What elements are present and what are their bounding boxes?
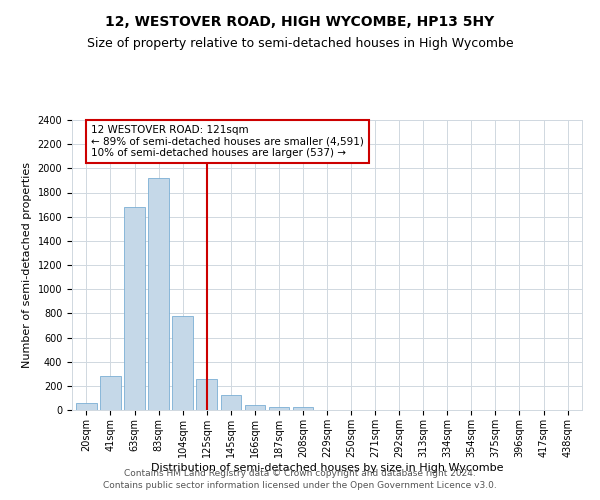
- Bar: [269, 406, 289, 410]
- Y-axis label: Number of semi-detached properties: Number of semi-detached properties: [22, 162, 32, 368]
- X-axis label: Distribution of semi-detached houses by size in High Wycombe: Distribution of semi-detached houses by …: [151, 462, 503, 472]
- Bar: [100, 376, 121, 410]
- Bar: [221, 395, 241, 410]
- Text: Size of property relative to semi-detached houses in High Wycombe: Size of property relative to semi-detach…: [86, 38, 514, 51]
- Text: 12, WESTOVER ROAD, HIGH WYCOMBE, HP13 5HY: 12, WESTOVER ROAD, HIGH WYCOMBE, HP13 5H…: [106, 15, 494, 29]
- Text: Contains HM Land Registry data © Crown copyright and database right 2024.
Contai: Contains HM Land Registry data © Crown c…: [103, 468, 497, 490]
- Bar: [124, 207, 145, 410]
- Bar: [148, 178, 169, 410]
- Text: 12 WESTOVER ROAD: 121sqm
← 89% of semi-detached houses are smaller (4,591)
10% o: 12 WESTOVER ROAD: 121sqm ← 89% of semi-d…: [91, 125, 364, 158]
- Bar: [76, 404, 97, 410]
- Bar: [293, 406, 313, 410]
- Bar: [245, 406, 265, 410]
- Bar: [196, 379, 217, 410]
- Bar: [172, 316, 193, 410]
